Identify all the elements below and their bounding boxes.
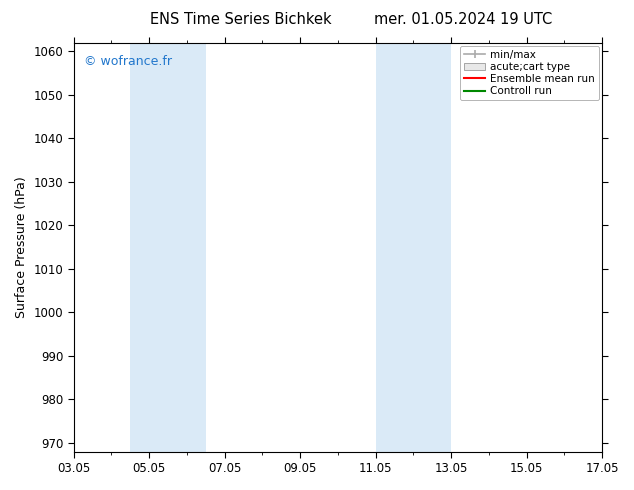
Y-axis label: Surface Pressure (hPa): Surface Pressure (hPa) bbox=[15, 176, 28, 318]
Legend: min/max, acute;cart type, Ensemble mean run, Controll run: min/max, acute;cart type, Ensemble mean … bbox=[460, 46, 599, 100]
Bar bbox=[168, 43, 206, 452]
Text: ENS Time Series Bichkek: ENS Time Series Bichkek bbox=[150, 12, 332, 27]
Text: mer. 01.05.2024 19 UTC: mer. 01.05.2024 19 UTC bbox=[373, 12, 552, 27]
Text: © wofrance.fr: © wofrance.fr bbox=[84, 55, 172, 68]
Bar bbox=[413, 43, 451, 452]
Bar bbox=[376, 43, 413, 452]
Bar bbox=[131, 43, 168, 452]
